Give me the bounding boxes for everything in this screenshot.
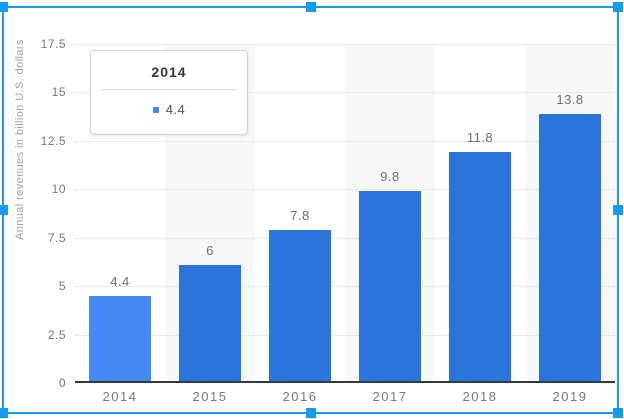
bar-2018[interactable] — [449, 152, 511, 381]
plot-area: 4.4 6 7.8 9.8 11.8 13.8 — [75, 44, 615, 383]
selection-handle-middle-left[interactable] — [0, 205, 8, 215]
selection-handle-middle-right[interactable] — [613, 205, 623, 215]
gridline-y-5 — [75, 286, 615, 288]
bar-value-label: 7.8 — [290, 207, 310, 223]
selection-handle-bottom-left[interactable] — [0, 408, 8, 418]
selection-handle-top-left[interactable] — [0, 2, 8, 12]
bar-2017[interactable] — [359, 191, 421, 381]
gridline-y-15 — [75, 92, 615, 94]
y-tick-label: 5 — [58, 279, 66, 294]
x-tick-label-2014: 2014 — [102, 389, 138, 404]
bar-value-label: 6 — [206, 242, 214, 258]
bar-value-label: 4.4 — [110, 273, 130, 289]
y-axis-tick-labels: 0 2.5 5 7.5 10 12.5 15 17.5 — [0, 37, 66, 390]
y-tick-label: 7.5 — [47, 230, 66, 245]
gridline-y-7.5 — [75, 237, 615, 239]
bar-2014[interactable] — [89, 295, 151, 381]
tooltip-value: 4.4 — [165, 102, 186, 117]
selection-handle-bottom-middle[interactable] — [305, 408, 316, 418]
y-tick-label: 15 — [51, 85, 66, 100]
selection-handle-top-right[interactable] — [613, 2, 623, 12]
tooltip-divider — [101, 89, 237, 90]
y-tick-label: 12.5 — [40, 133, 66, 148]
gridline-y-17.5 — [75, 44, 615, 45]
bar-2019[interactable] — [539, 113, 601, 381]
gridline-y-2.5 — [75, 334, 615, 336]
bar-2016[interactable] — [269, 229, 331, 381]
chart-tooltip: 2014 4.4 — [90, 50, 248, 135]
gridline-y-12.5 — [75, 140, 615, 142]
bar-value-label: 9.8 — [380, 169, 400, 185]
y-tick-label: 17.5 — [40, 37, 66, 51]
y-tick-label: 0 — [58, 376, 66, 390]
x-axis-labels: 2014 2015 2016 2017 2018 2019 — [75, 389, 615, 409]
x-tick-label-2017: 2017 — [372, 389, 408, 404]
tooltip-value-row: 4.4 — [91, 102, 247, 117]
tooltip-title: 2014 — [151, 64, 187, 80]
bar-value-label: 11.8 — [466, 130, 494, 146]
bar-2015[interactable] — [179, 264, 241, 381]
y-tick-label: 2.5 — [47, 327, 66, 342]
x-tick-label-2016: 2016 — [282, 389, 318, 404]
selection-handle-bottom-right[interactable] — [613, 408, 623, 418]
x-tick-label-2019: 2019 — [552, 389, 588, 404]
y-tick-label: 10 — [51, 182, 66, 197]
x-tick-label-2018: 2018 — [462, 389, 498, 404]
bar-value-label: 13.8 — [556, 91, 584, 107]
x-tick-label-2015: 2015 — [192, 389, 228, 404]
gridline-y-10 — [75, 189, 615, 191]
selection-handle-top-middle[interactable] — [305, 2, 316, 12]
series-marker-icon — [152, 106, 159, 113]
